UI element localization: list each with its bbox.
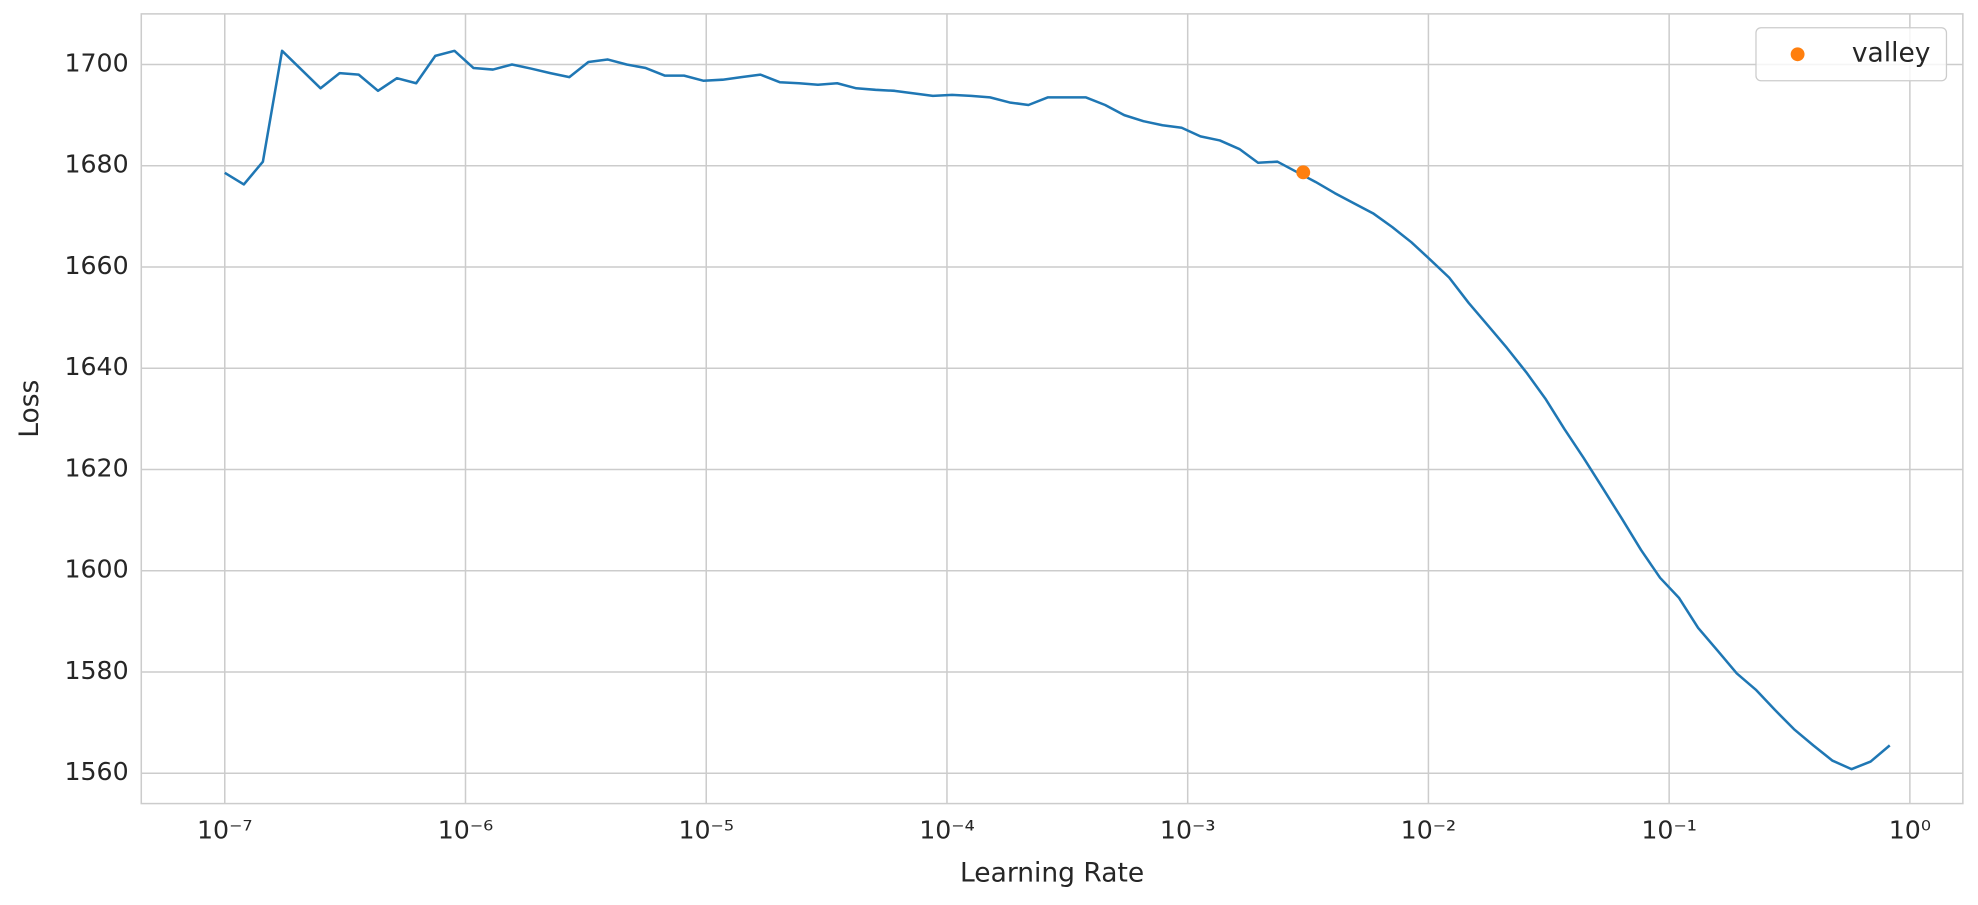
y-tick-label: 1560: [64, 757, 128, 786]
valley-point: [1296, 165, 1311, 180]
x-tick-label: 10⁻⁴: [919, 815, 975, 844]
y-tick-label: 1640: [64, 352, 128, 381]
x-axis-label: Learning Rate: [960, 858, 1144, 889]
legend-box: [1755, 27, 1948, 82]
y-axis-label: Loss: [14, 380, 45, 438]
x-tick-label: 10⁻⁶: [438, 815, 494, 844]
x-tick-label: 10⁻⁷: [197, 815, 253, 844]
x-tick-label: 10⁰: [1889, 815, 1931, 844]
axes-frame: [140, 13, 1964, 805]
legend: valley: [1755, 27, 1948, 82]
y-tick-label: 1700: [64, 49, 128, 78]
plot-area: [224, 49, 1891, 771]
legend-marker: [1790, 47, 1805, 62]
x-tick-label: 10⁻²: [1401, 815, 1457, 844]
legend-label: valley: [1852, 38, 1931, 69]
x-tick-label: 10⁻¹: [1641, 815, 1697, 844]
x-tick-label: 10⁻⁵: [678, 815, 734, 844]
y-tick-label: 1620: [64, 453, 128, 482]
y-tick-label: 1660: [64, 251, 128, 280]
loss-line: [224, 49, 1891, 771]
y-tick-label: 1600: [64, 555, 128, 584]
x-tick-label: 10⁻³: [1160, 815, 1216, 844]
y-tick-label: 1580: [64, 656, 128, 685]
y-tick-label: 1680: [64, 150, 128, 179]
grid: [141, 13, 1963, 804]
